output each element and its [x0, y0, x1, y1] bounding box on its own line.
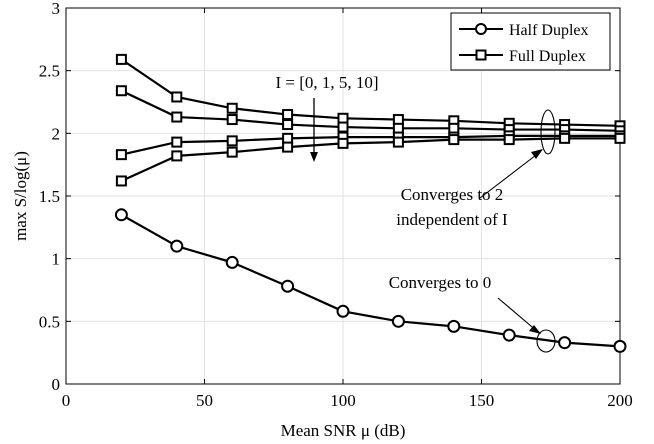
data-point	[226, 135, 238, 147]
y-tick-label: 0.5	[39, 312, 60, 331]
x-tick-label: 200	[607, 391, 633, 410]
converge-2-arrowhead	[531, 149, 543, 159]
legend-label-half-duplex: Half Duplex	[509, 22, 589, 39]
data-point	[226, 146, 238, 158]
y-tick-label: 2	[52, 124, 61, 143]
x-tick-label: 0	[62, 391, 71, 410]
data-point	[171, 150, 183, 162]
data-point	[392, 136, 404, 148]
legend-marker-circle	[475, 23, 487, 35]
x-tick-label: 100	[330, 391, 356, 410]
data-point	[171, 91, 183, 103]
data-point	[171, 111, 183, 123]
data-point	[282, 141, 294, 153]
data-point	[337, 121, 349, 133]
data-point	[391, 314, 405, 328]
data-point	[502, 328, 516, 342]
annotation-converge-2-line1: Converges to 2	[401, 185, 504, 204]
x-tick-label: 50	[196, 391, 213, 410]
data-point	[503, 134, 515, 146]
data-point	[115, 175, 127, 187]
data-point	[115, 85, 127, 97]
data-point	[337, 137, 349, 149]
data-point	[558, 336, 572, 350]
data-point	[447, 319, 461, 333]
annotation-converge-2: Converges to 2 independent of I	[396, 109, 556, 229]
data-point	[559, 132, 571, 144]
tick-labels: 0 50 100 150 200 0 0.5 1 1.5 2 2.5 3	[39, 0, 633, 410]
annotation-converge-0-text: Converges to 0	[389, 273, 492, 292]
legend: Half Duplex Full Duplex	[450, 12, 611, 71]
converge-2-ellipse	[540, 109, 556, 155]
legend-marker-square	[475, 49, 487, 61]
legend-label-full-duplex: Full Duplex	[509, 48, 586, 65]
x-tick-label: 150	[469, 391, 495, 410]
data-point	[281, 279, 295, 293]
annotation-converge-0: Converges to 0	[389, 273, 556, 353]
data-point	[282, 109, 294, 121]
data-point	[392, 114, 404, 126]
data-point	[392, 122, 404, 134]
annotation-interference: I = [0, 1, 5, 10]	[275, 73, 379, 162]
series-group	[114, 53, 627, 353]
series-line	[121, 134, 620, 156]
data-point	[337, 112, 349, 124]
data-point	[115, 149, 127, 161]
data-point	[336, 304, 350, 318]
converge-2-arrow	[479, 151, 541, 199]
x-axis-label: Mean SNR μ (dB)	[281, 421, 406, 440]
data-point	[170, 239, 184, 253]
converge-0-arrow	[497, 297, 539, 333]
converge-0-arrowhead	[529, 325, 541, 334]
annotation-interference-text: I = [0, 1, 5, 10]	[275, 73, 378, 92]
y-tick-label: 0	[52, 375, 61, 394]
series-line	[120, 89, 621, 132]
data-point	[225, 255, 239, 269]
data-point	[282, 119, 294, 131]
data-point	[614, 132, 626, 144]
data-point	[448, 134, 460, 146]
data-point	[114, 208, 128, 222]
series-4	[115, 132, 626, 187]
data-point	[282, 132, 294, 144]
data-point	[448, 122, 460, 134]
series-2	[115, 85, 626, 137]
data-point	[613, 339, 627, 353]
y-tick-label: 1	[52, 250, 61, 269]
data-point	[171, 136, 183, 148]
series-line	[120, 213, 621, 348]
y-axis-label: max S/log(μ)	[11, 151, 30, 241]
series-line	[120, 137, 620, 182]
y-tick-label: 3	[52, 0, 61, 18]
data-point	[226, 102, 238, 114]
data-point	[226, 114, 238, 126]
y-tick-label: 2.5	[39, 62, 60, 81]
series-line	[120, 58, 621, 127]
annotation-interference-arrowhead	[310, 152, 318, 162]
data-point	[115, 53, 127, 65]
annotation-converge-2-line2: independent of I	[396, 210, 508, 229]
y-tick-label: 1.5	[39, 187, 60, 206]
converge-0-ellipse	[536, 329, 556, 353]
